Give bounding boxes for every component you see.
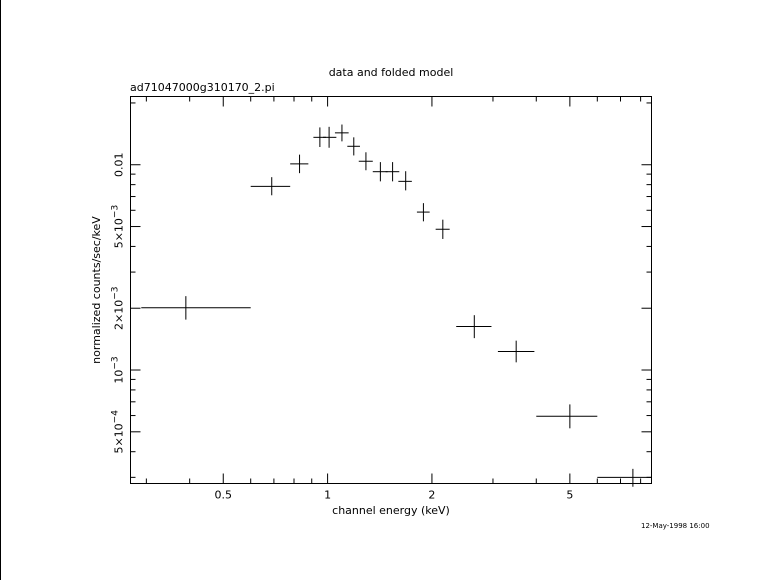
x-tick-label: 2	[428, 489, 435, 502]
chart-subtitle: ad71047000g310170_2.pi	[130, 81, 275, 94]
data-point	[358, 152, 373, 171]
data-point	[497, 340, 535, 363]
axis-ticks: 0.5 1 2 5 5×10−4 10−3 2×10−3 5×10−3 0.01	[111, 96, 652, 502]
y-tick-label: 2×10−3	[111, 286, 126, 330]
y-tick-label: 5×10−4	[111, 410, 126, 454]
data-point	[250, 177, 291, 196]
data-point	[347, 137, 360, 156]
data-point	[456, 315, 492, 339]
x-tick-label: 5	[566, 489, 573, 502]
data-point	[597, 468, 652, 487]
y-tick-label: 0.01	[113, 152, 126, 177]
data-point	[141, 296, 251, 320]
data-point	[435, 219, 450, 239]
timestamp: 12-May-1998 16:00	[641, 522, 710, 530]
data-points	[141, 124, 652, 487]
y-axis-label: normalized counts/sec/keV	[90, 216, 103, 364]
data-point	[385, 162, 400, 182]
data-point	[536, 404, 598, 429]
data-point	[398, 171, 412, 191]
x-tick-label: 1	[324, 489, 331, 502]
y-tick-label: 5×10−3	[111, 205, 126, 249]
data-point	[290, 154, 309, 174]
x-tick-label: 0.5	[215, 489, 233, 502]
x-axis-label: channel energy (keV)	[332, 504, 450, 517]
data-point	[323, 126, 337, 148]
data-point	[372, 162, 388, 182]
data-point	[334, 124, 349, 142]
y-tick-label: 10−3	[111, 356, 126, 383]
chart-title: data and folded model	[329, 66, 454, 79]
data-point	[416, 203, 430, 222]
plot-frame	[130, 96, 652, 484]
